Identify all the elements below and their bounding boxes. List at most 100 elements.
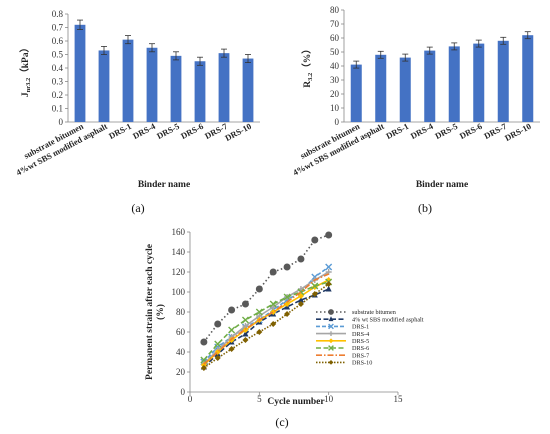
chart-c-point bbox=[297, 296, 304, 303]
chart-c-point bbox=[214, 320, 222, 328]
chart-c-series-line bbox=[203, 271, 330, 365]
chart-b-y-tick-label: 0 bbox=[335, 117, 340, 127]
chart-c-x-tick-label: 15 bbox=[394, 394, 404, 404]
chart-c-point bbox=[200, 365, 207, 371]
chart-a-y-tick-label: 0.2 bbox=[52, 90, 63, 100]
chart-c-y-tick-label: 100 bbox=[172, 287, 186, 297]
chart-c-panel-label: (c) bbox=[275, 415, 288, 429]
chart-c-y-tick-label: 40 bbox=[176, 347, 186, 357]
chart-c-legend-entry: DRS-10 bbox=[316, 360, 372, 367]
chart-a-error-bar bbox=[77, 19, 83, 30]
chart-a-error-bar bbox=[101, 46, 107, 55]
chart-c-legend-label: substrate bitumen bbox=[352, 309, 396, 316]
chart-c-point bbox=[311, 291, 318, 297]
chart-c-point bbox=[328, 316, 334, 322]
chart-b-error-bar bbox=[500, 36, 507, 45]
chart-c-point bbox=[328, 345, 334, 351]
chart-c-legend-entry: DRS-1 bbox=[316, 323, 369, 331]
chart-c-legend-label: DRS-7 bbox=[352, 352, 369, 359]
chart-c-point bbox=[328, 338, 334, 344]
chart-a-category-label: DRS-10 bbox=[223, 121, 253, 143]
chart-c-y-tick-label: 0 bbox=[181, 387, 186, 397]
chart-a-error-bar bbox=[125, 35, 131, 45]
chart-a-error-bar bbox=[197, 56, 203, 66]
chart-b-error-bar bbox=[451, 42, 458, 51]
chart-a-bar bbox=[74, 24, 86, 122]
chart-a-y-tick-label: 0.6 bbox=[52, 36, 64, 46]
chart-b-y-tick-label: 10 bbox=[330, 103, 340, 113]
chart-c-point bbox=[325, 231, 333, 239]
chart-c-x-ticks: 0 5 10 15 bbox=[188, 392, 403, 404]
chart-b-error-bar bbox=[475, 39, 482, 48]
chart-c-point bbox=[283, 263, 291, 271]
chart-c-series-line bbox=[203, 288, 329, 368]
chart-c-point bbox=[311, 282, 319, 290]
chart-a-x-axis-label: Binder name bbox=[138, 180, 190, 190]
chart-a-category-label: DRS-4 bbox=[131, 121, 158, 141]
chart-a-y-tick-label: 0.7 bbox=[52, 23, 64, 33]
chart-c-point bbox=[325, 269, 332, 275]
chart-c-legend-label: DRS-6 bbox=[352, 345, 369, 352]
chart-c-legend-entry: DRS-5 bbox=[316, 338, 369, 345]
chart-b-bar bbox=[522, 35, 534, 123]
chart-c-series-line bbox=[203, 273, 329, 365]
chart-b-error-bar bbox=[402, 53, 409, 62]
chart-c-legend-label: DRS-5 bbox=[352, 338, 369, 345]
chart-b-y-axis-label: R3.2（%） bbox=[301, 44, 314, 88]
chart-b-bar bbox=[375, 54, 387, 122]
chart-c-series-line bbox=[203, 266, 330, 363]
chart-c-x-tick-label: 5 bbox=[257, 394, 262, 404]
chart-a-error-bar bbox=[173, 51, 179, 61]
chart-c-legend-entry: DRS-4 bbox=[316, 331, 369, 338]
chart-c-series-0 bbox=[200, 231, 333, 346]
chart-c-series-line bbox=[203, 283, 330, 369]
chart-b-bar bbox=[424, 50, 436, 122]
chart-a-bar bbox=[98, 50, 110, 123]
chart-c-point bbox=[241, 316, 249, 324]
chart-c-point bbox=[270, 321, 277, 327]
chart-c-point bbox=[325, 263, 333, 271]
chart-a-error-bar bbox=[149, 43, 155, 53]
chart-c-point bbox=[228, 346, 235, 352]
chart-b-bar bbox=[350, 64, 362, 122]
chart-a-bar bbox=[122, 39, 134, 122]
chart-c-y-tick-label: 60 bbox=[176, 327, 186, 337]
chart-b-bar bbox=[473, 43, 485, 122]
chart-b-y-ticks: 0 10 20 30 40 50 60 70 80 bbox=[330, 5, 344, 127]
chart-c-point bbox=[256, 329, 263, 335]
chart-c-y-tick-label: 80 bbox=[176, 307, 186, 317]
chart-a-bar bbox=[170, 55, 182, 122]
chart-c-point bbox=[311, 236, 319, 244]
chart-c-legend-label: DRS-1 bbox=[352, 324, 369, 331]
chart-c-x-tick-label: 0 bbox=[188, 394, 193, 404]
chart-c-point bbox=[228, 306, 236, 314]
chart-a-y-ticks: 0 0.1 0.2 0.3 0.4 0.5 0.6 0.7 0.8 bbox=[52, 9, 68, 127]
chart-c-series-5 bbox=[200, 278, 333, 364]
chart-c-point bbox=[241, 300, 249, 308]
chart-b-error-bar bbox=[426, 46, 433, 55]
chart-c-point bbox=[242, 327, 249, 333]
chart-c-point bbox=[297, 286, 304, 292]
chart-a-panel-label: (a) bbox=[131, 201, 144, 215]
chart-a-y-tick-label: 0.8 bbox=[52, 9, 64, 19]
chart-c-series bbox=[200, 231, 333, 371]
chart-b-error-bar bbox=[353, 60, 360, 69]
chart-b-category-label: DRS-6 bbox=[458, 121, 484, 141]
chart-c-point bbox=[269, 268, 277, 276]
chart-b-category-label: DRS-5 bbox=[433, 121, 459, 141]
chart-c-point bbox=[297, 255, 305, 263]
chart-b-category-label: DRS-10 bbox=[503, 121, 533, 143]
chart-b-y-tick-label: 20 bbox=[330, 89, 340, 99]
chart-c-legend-label: 4% wt SBS modified asphalt bbox=[352, 316, 424, 323]
chart-b-y-tick-label: 50 bbox=[330, 47, 340, 57]
chart-b-x-axis-label: Binder name bbox=[416, 180, 468, 190]
chart-a: 0 0.1 0.2 0.3 0.4 0.5 0.6 0.7 0.8 substrate bitu… bbox=[14, 9, 260, 215]
chart-a-y-tick-label: 0.4 bbox=[52, 63, 64, 73]
chart-c-point bbox=[325, 285, 332, 292]
chart-b: 0 10 20 30 40 50 60 70 80 substrate bitumen4%wt … bbox=[291, 5, 540, 215]
chart-b-category-label: DRS-1 bbox=[384, 121, 410, 141]
chart-c-point bbox=[328, 309, 334, 315]
chart-b-bar bbox=[448, 46, 460, 122]
chart-c-point bbox=[242, 330, 249, 337]
